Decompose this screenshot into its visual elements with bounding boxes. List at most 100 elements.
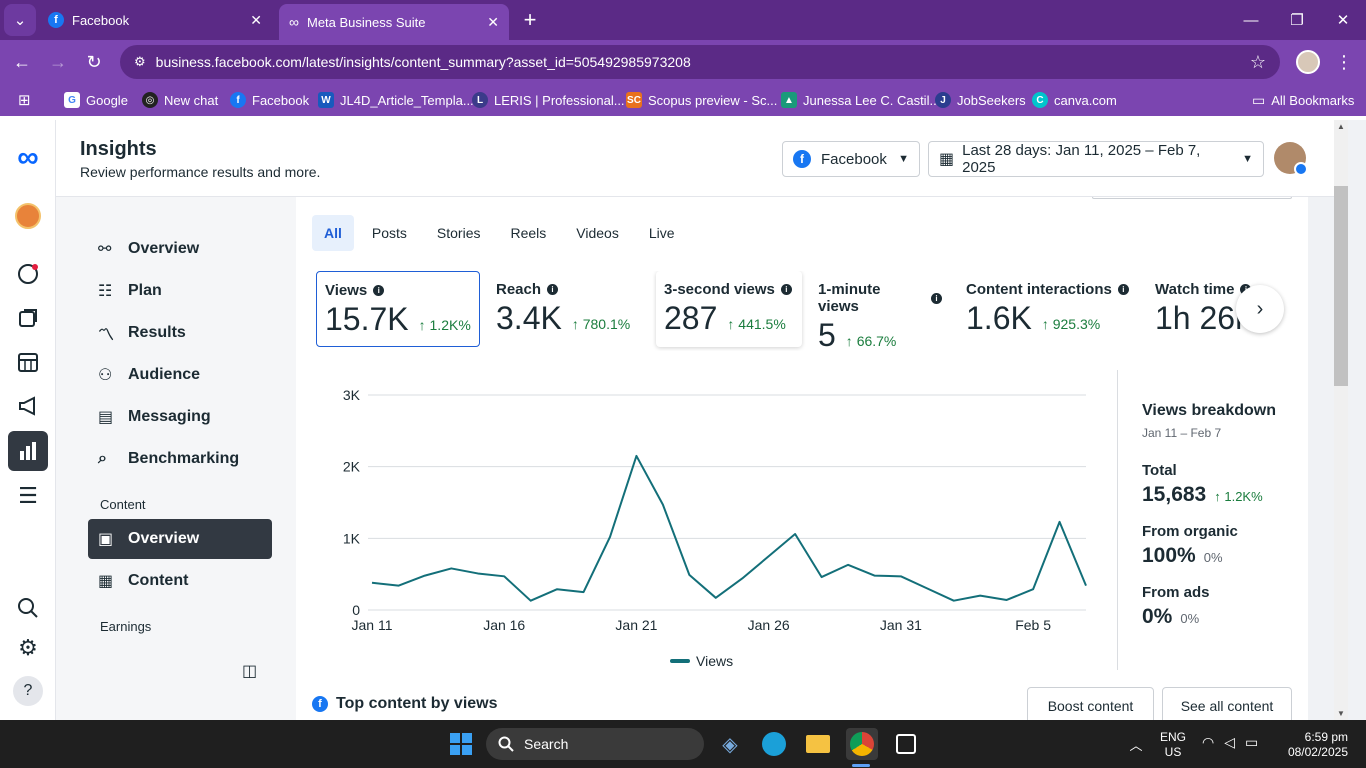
tab-all[interactable]: All <box>312 215 354 251</box>
metric-card-reach[interactable]: Reach i 3.4K ↑ 780.1% <box>496 281 631 336</box>
tab-reels[interactable]: Reels <box>510 225 547 241</box>
caret-down-icon: ▼ <box>898 153 909 165</box>
table-icon: ▦ <box>98 573 114 590</box>
tab-stories[interactable]: Stories <box>436 225 481 241</box>
windows-start-icon[interactable] <box>445 728 477 760</box>
sidebar-item-plan[interactable]: ☷ Plan <box>98 282 162 300</box>
bookmark-google[interactable]: G Google <box>64 84 128 116</box>
meta-icon: ∞ <box>289 14 299 30</box>
page-scrollbar[interactable]: ▲ ▼ <box>1334 120 1348 720</box>
metric-card-3-second-views[interactable]: 3-second views i 287 ↑ 441.5% <box>656 271 802 347</box>
back-button[interactable]: ← <box>13 51 31 72</box>
metric-card-1-minute-views[interactable]: 1-minute views i 5 ↑ 66.7% <box>810 271 950 351</box>
sidebar-item-audience[interactable]: ⚇ Audience <box>98 366 201 384</box>
collapse-sidebar-icon[interactable]: ◫ <box>242 663 258 680</box>
page-avatar[interactable] <box>14 202 42 230</box>
clock[interactable]: 6:59 pm 08/02/2025 <box>1287 730 1348 759</box>
settings-gear-icon[interactable]: ⚙ <box>18 635 38 660</box>
bookmark-new-chat[interactable]: ◎ New chat <box>142 84 218 116</box>
reload-button[interactable]: ↻ <box>86 51 102 72</box>
sidebar-item-benchmarking[interactable]: ⌕ Benchmarking <box>98 450 240 467</box>
insights-icon[interactable] <box>8 431 48 471</box>
chart-divider <box>1117 370 1118 670</box>
see-all-content-button[interactable]: See all content <box>1162 687 1292 720</box>
system-tray[interactable]: ◠ ◁ ▭ <box>1202 734 1258 751</box>
bookmark-jobseekers[interactable]: J JobSeekers <box>935 84 1026 116</box>
sidebar-item-overview[interactable]: ⚯ Overview <box>98 240 200 258</box>
close-window-button[interactable]: ✕ <box>1336 12 1350 29</box>
new-tab-button[interactable]: + <box>523 7 537 32</box>
search-icon[interactable] <box>14 594 42 622</box>
content-type-tabs: All Posts Stories Reels Videos Live <box>312 215 687 251</box>
ads-megaphone-icon[interactable] <box>14 392 42 420</box>
all-bookmarks[interactable]: ▭ All Bookmarks <box>1252 91 1355 108</box>
meta-logo-icon[interactable]: ∞ <box>17 141 39 174</box>
bookmark-leris[interactable]: L LERIS | Professional... <box>472 84 625 116</box>
chevron-up-icon[interactable]: ︿ <box>1129 737 1143 753</box>
sidebar-item-results[interactable]: 〽 Results <box>88 313 272 353</box>
y-tick-label: 3K <box>343 387 361 403</box>
platform-selector[interactable]: f Facebook ▼ <box>782 141 920 177</box>
leris-icon: L <box>472 92 488 108</box>
metric-card-content-interactions[interactable]: Content interactions i 1.6K ↑ 925.3% <box>958 271 1140 347</box>
inbox-icon[interactable] <box>14 260 42 288</box>
metric-card-views[interactable]: Views i 15.7K ↑ 1.2K% <box>316 271 480 347</box>
bookmark-scopus[interactable]: SC Scopus preview - Sc... <box>626 92 778 108</box>
address-bar[interactable]: ⚙ business.facebook.com/latest/insights/… <box>120 45 1280 79</box>
results-icon: 〽 <box>98 327 115 344</box>
tab-posts[interactable]: Posts <box>371 225 407 241</box>
copilot-icon[interactable]: ◈ <box>722 733 738 756</box>
breakdown-row-ads: From ads 0% 0% <box>1142 584 1210 628</box>
x-tick-label: Jan 11 <box>352 617 393 633</box>
plan-icon: ☷ <box>98 283 113 300</box>
site-info-icon[interactable]: ⚙ <box>134 54 146 69</box>
sidebar-item-content-overview[interactable]: ▣ Overview <box>88 519 272 559</box>
minimize-button[interactable]: — <box>1243 11 1259 29</box>
language-indicator[interactable]: ENG US <box>1160 730 1187 759</box>
close-icon[interactable]: ✕ <box>250 11 262 28</box>
star-icon[interactable]: ☆ <box>1249 51 1266 72</box>
caret-down-icon: ▼ <box>1242 153 1253 165</box>
calendar-icon[interactable] <box>14 348 42 376</box>
content-icon[interactable] <box>14 304 42 332</box>
tab-search-button[interactable]: ⌄ <box>4 4 36 36</box>
browser-toolbar: ← → ↻ ⚙ business.facebook.com/latest/ins… <box>0 40 1366 84</box>
bookmark-jl4d[interactable]: W JL4D_Article_Templa... <box>318 84 474 116</box>
x-tick-label: Jan 21 <box>615 617 657 633</box>
audience-icon: ⚇ <box>98 367 113 384</box>
active-app-indicator <box>852 764 870 767</box>
url-text: business.facebook.com/latest/insights/co… <box>155 54 691 70</box>
close-icon[interactable]: ✕ <box>487 13 499 30</box>
maximize-button[interactable]: ❐ <box>1290 12 1304 29</box>
bookmark-junessa[interactable]: ▲ Junessa Lee C. Castil... <box>781 84 940 116</box>
menu-icon[interactable]: ⋮ <box>1335 51 1353 72</box>
breakdown-row-total: Total 15,683 ↑ 1.2K% <box>1142 462 1263 506</box>
sidebar-item-messaging[interactable]: ▤ Messaging <box>98 408 211 426</box>
volume-icon: ◁ <box>1224 734 1235 750</box>
tab-live[interactable]: Live <box>648 225 675 241</box>
word-icon: W <box>318 92 334 108</box>
file-explorer-icon[interactable] <box>802 728 834 760</box>
scrollbar-thumb[interactable] <box>1334 186 1348 386</box>
edge-icon[interactable] <box>758 728 790 760</box>
account-avatar[interactable] <box>1274 142 1308 176</box>
breakdown-row-organic: From organic 100% 0% <box>1142 523 1238 567</box>
help-icon[interactable]: ? <box>13 676 43 706</box>
sidebar-item-content[interactable]: ▦ Content <box>98 572 189 590</box>
content-overview-panel: All Posts Stories Reels Videos Live View… <box>296 197 1308 720</box>
snipping-tool-icon[interactable] <box>890 728 922 760</box>
profile-avatar[interactable] <box>1296 50 1320 74</box>
forward-button[interactable]: → <box>49 51 67 72</box>
taskbar-search-box[interactable]: Search <box>486 728 704 760</box>
tab-meta-business-suite[interactable]: ∞ Meta Business Suite ✕ <box>279 4 509 40</box>
tab-facebook[interactable]: f Facebook ✕ <box>40 0 272 40</box>
apps-icon[interactable]: ⊞ <box>18 92 31 109</box>
date-range-selector[interactable]: ▦ Last 28 days: Jan 11, 2025 – Feb 7, 20… <box>928 141 1264 177</box>
tab-videos[interactable]: Videos <box>576 225 619 241</box>
chrome-icon[interactable] <box>846 728 878 760</box>
all-tools-menu-icon[interactable]: ☰ <box>18 483 38 508</box>
bookmark-facebook[interactable]: f Facebook <box>230 84 309 116</box>
boost-content-button[interactable]: Boost content <box>1027 687 1154 720</box>
next-metrics-button[interactable]: › <box>1236 285 1284 333</box>
